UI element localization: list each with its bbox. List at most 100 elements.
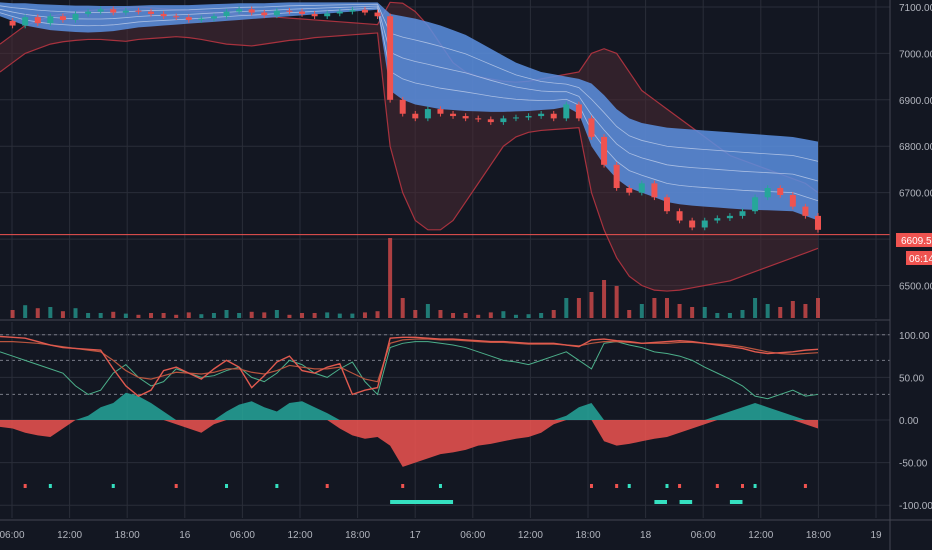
signal-dot-red	[740, 484, 744, 488]
candle-body	[487, 119, 494, 123]
candle-body	[374, 12, 381, 17]
candle-body	[223, 11, 230, 17]
volume-bar	[325, 312, 330, 318]
volume-bar	[111, 311, 116, 318]
volume-bar	[740, 310, 745, 318]
candle-body	[500, 118, 507, 123]
time-axis[interactable]: 06:00 12:00 18:00 16 06:00 12:00 18:00 17 06:00 1…	[0, 530, 882, 541]
time-tick-label: 12:00	[287, 530, 312, 541]
volume-bar	[149, 313, 154, 318]
candle-body	[563, 104, 570, 119]
signal-dot-teal	[111, 484, 115, 488]
current-price-tag	[896, 233, 932, 247]
candle-body	[714, 218, 721, 221]
signal-dot-teal	[225, 484, 229, 488]
price-tick-label: 7100.00	[899, 3, 932, 14]
volume-bar	[86, 313, 91, 318]
candle-body	[525, 116, 532, 118]
candle-body	[210, 16, 217, 19]
volume-bar	[211, 313, 216, 318]
candle-body	[701, 220, 708, 228]
candle-body	[550, 113, 557, 119]
volume-bar	[300, 313, 305, 318]
volume-bar	[174, 314, 179, 318]
price-pane[interactable]	[0, 1, 890, 318]
signal-dot-teal	[438, 484, 442, 488]
volume-bar	[438, 310, 443, 318]
volume-bar	[753, 298, 758, 318]
signal-dot-red	[23, 484, 27, 488]
candle-body	[601, 136, 608, 165]
oscillator-slow-line	[0, 338, 819, 383]
candle-body	[34, 17, 41, 24]
signal-dot-teal	[665, 484, 669, 488]
volume-bar	[224, 310, 229, 318]
histogram-negative-area	[0, 420, 818, 467]
oscillator-fast-line	[0, 335, 819, 397]
candle-body	[261, 12, 268, 16]
volume-bar	[350, 313, 355, 318]
time-tick-label: 18:00	[806, 530, 831, 541]
price-tick-label: 6700.00	[899, 189, 932, 200]
volume-bar	[677, 304, 682, 318]
candle-body	[9, 20, 16, 26]
volume-bar	[589, 292, 594, 318]
volume-bar	[287, 314, 292, 318]
time-tick-label: 06:00	[230, 530, 255, 541]
volume-bar	[463, 313, 468, 318]
volume-bar	[765, 304, 770, 318]
oscillator-thin-line	[0, 341, 819, 400]
oscillator-tick-label: 50.00	[899, 373, 924, 384]
candle-body	[72, 13, 79, 20]
volume-bar	[816, 298, 820, 318]
volume-bar	[539, 313, 544, 318]
outer-band-area	[0, 2, 818, 292]
candle-body	[575, 104, 582, 119]
oscillator-pane[interactable]	[0, 335, 819, 504]
volume-bar	[10, 310, 15, 318]
candle-body	[198, 18, 205, 20]
candle-body	[236, 9, 243, 12]
signal-bar-teal	[679, 500, 693, 504]
volume-bar	[48, 307, 53, 318]
band-inner-line	[0, 5, 819, 182]
candle-body	[160, 13, 167, 17]
candle-body	[135, 10, 142, 12]
candle-body	[663, 197, 670, 212]
candle-body	[739, 211, 746, 216]
candle-body	[299, 11, 306, 14]
volume-bar	[614, 286, 619, 318]
volume-bar	[564, 298, 569, 318]
candle-body	[47, 16, 54, 24]
volume-bar	[790, 301, 795, 318]
band-inner-line	[0, 7, 819, 202]
volume-bar	[488, 312, 493, 318]
volume-bar	[362, 312, 367, 318]
countdown-tag	[906, 251, 932, 265]
time-tick-label: 12:00	[518, 530, 543, 541]
signal-dot-red	[678, 484, 682, 488]
volume-bar	[98, 313, 103, 318]
volume-bar	[249, 311, 254, 318]
oscillator-axis[interactable]: 100.00 50.00 0.00 -50.00 -100.00	[899, 331, 932, 512]
candle-body	[437, 109, 444, 114]
volume-bar	[274, 310, 279, 318]
volume-bar	[602, 280, 607, 318]
volume-bar	[501, 311, 506, 318]
volume-bar	[161, 313, 166, 318]
candle-body	[764, 188, 771, 198]
volume-bar	[375, 311, 380, 318]
candle-body	[349, 9, 356, 12]
candle-body	[651, 183, 658, 198]
signal-dot-red	[803, 484, 807, 488]
volume-bar	[639, 304, 644, 318]
current-price-tags: 6609.50 06:14	[896, 233, 932, 265]
volume-bar	[136, 314, 141, 318]
candle-body	[462, 116, 469, 119]
candle-body	[450, 113, 457, 117]
candle-body	[97, 9, 104, 12]
candle-body	[689, 220, 696, 228]
volume-bar	[425, 304, 430, 318]
signal-bar-teal	[654, 500, 667, 504]
